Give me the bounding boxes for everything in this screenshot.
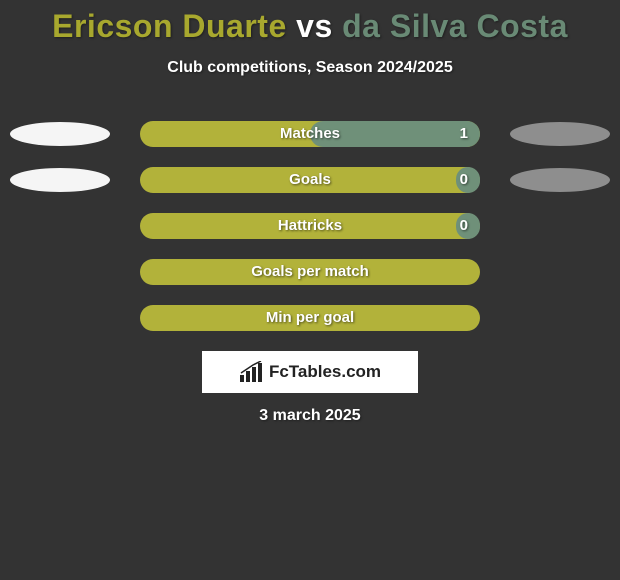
title-vs: vs (296, 8, 333, 44)
bar-label: Hattricks (140, 213, 480, 239)
comparison-row: Min per goal (0, 305, 620, 333)
comparison-rows: Matches1Goals0Hattricks0Goals per matchM… (0, 121, 620, 333)
bar-label: Min per goal (140, 305, 480, 331)
logo-text: FcTables.com (269, 362, 381, 382)
logo: FcTables.com (239, 361, 381, 383)
date: 3 march 2025 (0, 407, 620, 425)
bar-value-right: 0 (460, 167, 468, 193)
player2-ellipse (510, 122, 610, 146)
bar-value-right: 0 (460, 213, 468, 239)
bar-label: Goals per match (140, 259, 480, 285)
logo-box: FcTables.com (202, 351, 418, 393)
bar-label: Goals (140, 167, 480, 193)
comparison-row: Hattricks0 (0, 213, 620, 241)
player1-ellipse (10, 168, 110, 192)
comparison-row: Goals per match (0, 259, 620, 287)
comparison-row: Matches1 (0, 121, 620, 149)
bar-label: Matches (140, 121, 480, 147)
player1-ellipse (10, 122, 110, 146)
page-title: Ericson Duarte vs da Silva Costa (0, 0, 620, 45)
player2-ellipse (510, 168, 610, 192)
title-player1: Ericson Duarte (52, 8, 287, 44)
bar-value-right: 1 (460, 121, 468, 147)
chart-bars-icon (239, 361, 265, 383)
comparison-row: Goals0 (0, 167, 620, 195)
subtitle: Club competitions, Season 2024/2025 (0, 59, 620, 77)
title-player2: da Silva Costa (342, 8, 568, 44)
